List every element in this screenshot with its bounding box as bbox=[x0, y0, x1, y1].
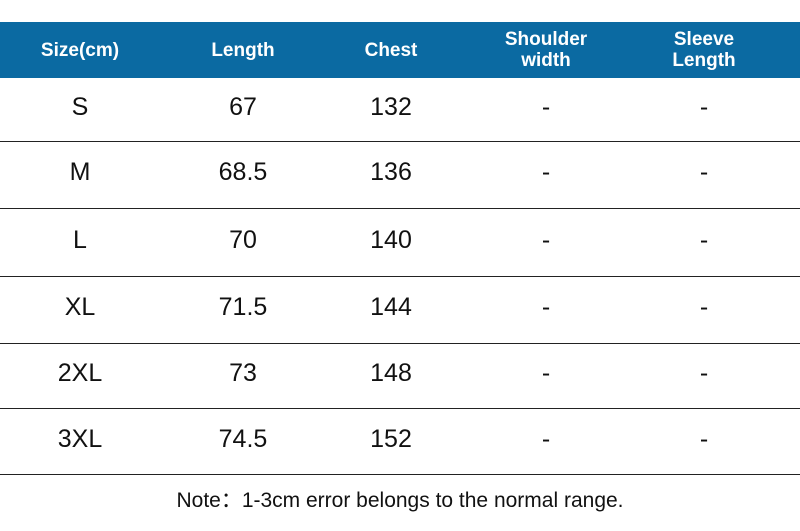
table-cell: - bbox=[699, 158, 709, 186]
row-separator bbox=[0, 141, 800, 142]
table-cell: 132 bbox=[370, 93, 412, 121]
table-cell: S bbox=[71, 93, 89, 121]
row-separator bbox=[0, 408, 800, 409]
table-cell: - bbox=[699, 359, 709, 387]
row-separator bbox=[0, 208, 800, 209]
row-separator bbox=[0, 474, 800, 475]
table-cell: 3XL bbox=[57, 424, 103, 453]
table-cell: 67 bbox=[229, 93, 257, 121]
table-cell: 140 bbox=[370, 225, 412, 254]
table-cell: - bbox=[699, 225, 709, 254]
column-header: Shoulder width bbox=[504, 29, 588, 71]
table-cell: 2XL bbox=[57, 359, 103, 387]
column-header: Length bbox=[211, 39, 275, 61]
column-header: Size(cm) bbox=[40, 39, 120, 61]
table-cell: 71.5 bbox=[218, 293, 268, 321]
row-separator bbox=[0, 276, 800, 277]
table-cell: 144 bbox=[370, 293, 412, 321]
note: Note：1-3cm error belongs to the normal r… bbox=[176, 489, 624, 512]
table-cell: - bbox=[541, 424, 551, 453]
table-cell: 148 bbox=[370, 359, 412, 387]
table-cell: - bbox=[541, 93, 551, 121]
table-cell: 152 bbox=[370, 424, 412, 453]
table-cell: - bbox=[541, 293, 551, 321]
table-cell: 70 bbox=[229, 225, 257, 254]
table-cell: 68.5 bbox=[218, 158, 268, 186]
table-cell: XL bbox=[64, 293, 96, 321]
table-cell: - bbox=[541, 359, 551, 387]
table-cell: - bbox=[541, 158, 551, 186]
table-cell: 136 bbox=[370, 158, 412, 186]
table-cell: 74.5 bbox=[218, 424, 268, 453]
table-cell: - bbox=[541, 225, 551, 254]
row-separator bbox=[0, 343, 800, 344]
table-cell: - bbox=[699, 424, 709, 453]
table-cell: M bbox=[69, 158, 91, 186]
column-header: Chest bbox=[364, 39, 418, 61]
table-cell: - bbox=[699, 93, 709, 121]
column-header: Sleeve Length bbox=[672, 29, 736, 71]
table-cell: 73 bbox=[229, 359, 257, 387]
table-cell: - bbox=[699, 293, 709, 321]
table-header: Size(cm) Length Chest Shoulder width Sleeve … bbox=[0, 22, 800, 78]
table-cell: L bbox=[73, 225, 87, 254]
